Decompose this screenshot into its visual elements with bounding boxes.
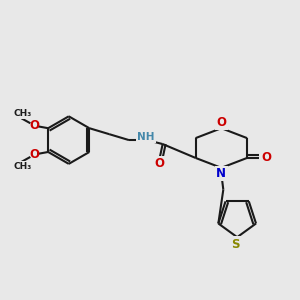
Text: O: O [155, 158, 165, 170]
Text: O: O [29, 119, 39, 132]
Text: N: N [216, 167, 226, 180]
Text: O: O [261, 152, 271, 164]
Text: CH₃: CH₃ [13, 162, 32, 171]
Text: O: O [216, 116, 226, 129]
Text: CH₃: CH₃ [13, 109, 32, 118]
Text: O: O [29, 148, 39, 161]
Text: S: S [231, 238, 239, 250]
Text: NH: NH [137, 132, 154, 142]
